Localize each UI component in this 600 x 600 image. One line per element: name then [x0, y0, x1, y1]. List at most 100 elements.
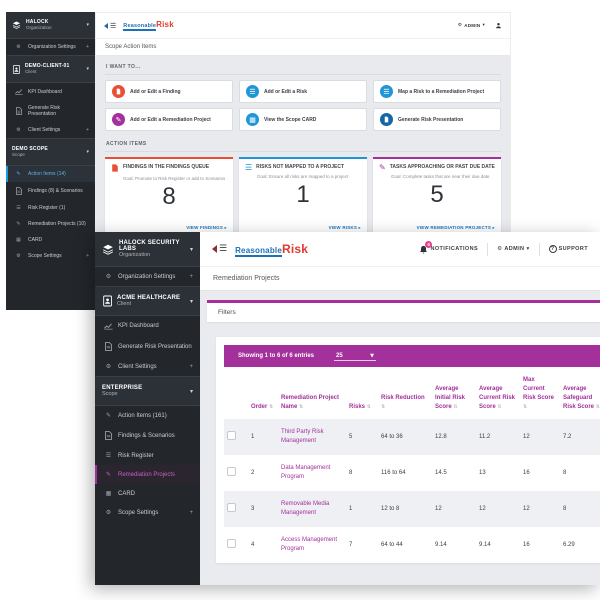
row-checkbox[interactable]	[227, 466, 236, 476]
pencil-square-icon: ✎	[105, 471, 112, 478]
row-checkbox[interactable]	[227, 502, 236, 512]
list-icon: ☰	[16, 205, 21, 211]
sort-icon[interactable]: ⇅	[523, 404, 528, 410]
back-sidebar: HALOCK Organization ▾ ⚙ Organization Sett…	[6, 12, 95, 310]
sidebar-item-action-items[interactable]: ✎ Action Items (14)	[6, 166, 95, 182]
generate-risk-presentation-button[interactable]: Generate Risk Presentation	[373, 108, 501, 131]
sort-icon[interactable]: ⇅	[366, 404, 371, 410]
project-name-link[interactable]: Data Management Program	[281, 465, 331, 480]
row-checkbox[interactable]	[227, 430, 236, 440]
grid-icon: ▦	[16, 237, 21, 243]
view-risks-link[interactable]: VIEW RISKS ▸	[328, 225, 361, 231]
arrow-right-icon: ▸	[224, 226, 227, 231]
org-type: Organization	[26, 25, 52, 30]
sidebar-collapse-button[interactable]: ☰	[104, 22, 116, 30]
sort-icon[interactable]: ⇅	[453, 404, 458, 410]
front-app-header: ☰ Reasonable Risk 6 NOTIFICATIONS	[200, 232, 600, 266]
col-risks[interactable]: Risks ⇅	[349, 404, 371, 410]
filters-panel[interactable]: Filters	[207, 300, 600, 322]
scope-name: ENTERPRISE	[102, 385, 143, 391]
sidebar-item-client-settings[interactable]: ⚙ Client Settings +	[6, 122, 95, 139]
map-risk-button[interactable]: ☰ Map a Risk to a Remediation Project	[373, 80, 501, 103]
add-edit-finding-button[interactable]: Add or Edit a Finding	[105, 80, 233, 103]
scope-name: DEMO SCOPE	[12, 146, 48, 152]
reasonable-risk-logo[interactable]: Reasonable Risk	[235, 241, 309, 257]
admin-menu[interactable]: ⚙ ADMIN ▾	[497, 246, 530, 252]
row-checkbox[interactable]	[227, 538, 236, 548]
col-project-name[interactable]: Remediation Project Name ⇅	[281, 395, 340, 410]
sidebar-item-card[interactable]: ▦ CARD	[105, 490, 136, 497]
sidebar-item-scope-settings[interactable]: ⚙ Scope Settings +	[6, 248, 95, 264]
user-profile-button[interactable]	[495, 22, 502, 29]
sidebar-item-generate-risk-presentation[interactable]: Generate Risk Presentation	[6, 100, 95, 122]
project-name-link[interactable]: Removable Media Management	[278, 491, 346, 527]
expand-plus-icon: +	[189, 509, 193, 516]
view-findings-link[interactable]: VIEW FINDINGS ▸	[186, 225, 227, 231]
pencil-icon: ✎	[112, 113, 125, 126]
sidebar-item-client-settings[interactable]: ⚙ Client Settings +	[95, 357, 200, 377]
grid-icon: ▦	[105, 490, 112, 497]
sidebar-item-organization-settings[interactable]: ⚙ Organization Settings +	[6, 39, 95, 56]
chevron-down-icon: ▼	[370, 352, 375, 359]
org-section[interactable]: HALOCK SECURITY LABS Organization ▾	[95, 232, 200, 267]
expand-plus-icon: +	[86, 127, 89, 133]
sidebar-item-kpi-dashboard[interactable]: KPI Dashboard	[95, 316, 200, 336]
sidebar-item-remediation-projects[interactable]: ✎ Remediation Projects	[95, 465, 200, 484]
sidebar-item-organization-settings[interactable]: ⚙ Organization Settings +	[95, 267, 200, 287]
reasonable-risk-logo[interactable]: Reasonable Risk	[123, 20, 174, 31]
add-edit-risk-button[interactable]: ☰ Add or Edit a Risk	[239, 80, 367, 103]
view-remediation-projects-link[interactable]: VIEW REMEDIATION PROJECTS ▸	[416, 225, 495, 231]
sidebar-item-risk-register[interactable]: ☰ Risk Register (1)	[6, 200, 95, 216]
sort-icon[interactable]: ⇅	[595, 404, 600, 410]
col-avg-safeguard[interactable]: Average Safeguard Risk Score ⇅	[563, 386, 600, 410]
col-avg-current[interactable]: Average Current Risk Score ⇅	[479, 386, 516, 410]
col-avg-initial[interactable]: Average Initial Risk Score ⇅	[435, 386, 466, 410]
list-icon: ☰	[245, 163, 253, 172]
contact-book-icon	[12, 64, 20, 74]
risks-not-mapped-card: ☰ RISKS NOT MAPPED TO A PROJECT Goal: En…	[239, 157, 367, 235]
showing-entries-text: Showing 1 to 6 of 6 entries	[238, 353, 315, 359]
page-title: Remediation Projects	[200, 266, 600, 291]
col-risk-reduction[interactable]: Risk Reduction ⇅	[381, 395, 425, 410]
scope-section[interactable]: DEMO SCOPE Scope ▾	[6, 139, 95, 166]
sort-icon[interactable]: ⇅	[269, 404, 274, 410]
project-name-link[interactable]: Access Management Program	[281, 537, 338, 552]
scope-section[interactable]: ENTERPRISE Scope ▾	[95, 377, 200, 406]
collapse-arrow-icon	[104, 22, 108, 29]
pencil-square-icon: ✎	[105, 412, 112, 419]
add-edit-remediation-project-button[interactable]: ✎ Add or Edit a Remediation Project	[105, 108, 233, 131]
sidebar-item-findings-scenarios[interactable]: Findings (8) & Scenarios	[6, 182, 95, 200]
sidebar-item-risk-register[interactable]: ☰ Risk Register	[105, 452, 154, 459]
page-size-select[interactable]: 25 ▼	[334, 352, 377, 361]
sidebar-item-findings-scenarios[interactable]: Findings & Scenarios	[95, 425, 200, 446]
sidebar-item-card[interactable]: ▦ CARD	[6, 232, 95, 248]
notifications-button[interactable]: 6 NOTIFICATIONS	[419, 240, 478, 254]
grid-icon: ▦	[246, 113, 259, 126]
client-section[interactable]: DEMO-CLIENT-01 Client ▾	[6, 56, 95, 83]
support-button[interactable]: ? SUPPORT	[548, 245, 588, 253]
sidebar-item-scope-settings[interactable]: ⚙ Scope Settings +	[105, 509, 193, 516]
client-type: Client	[117, 301, 132, 307]
chevron-down-icon: ▾	[189, 297, 193, 305]
view-scope-card-button[interactable]: ▦ View the Scope CARD	[239, 108, 367, 131]
admin-menu[interactable]: ⚙ ADMIN ▾	[457, 23, 485, 28]
contact-book-icon	[102, 295, 112, 307]
client-section[interactable]: ACME HEALTHCARE Client ▾	[95, 287, 200, 316]
sort-icon[interactable]: ⇅	[497, 404, 502, 410]
sort-icon[interactable]: ⇅	[299, 404, 304, 410]
sidebar-item-remediation-projects[interactable]: ✎ Remediation Projects (10)	[6, 216, 95, 232]
client-type: Client	[25, 69, 37, 74]
sidebar-item-generate-risk-presentation[interactable]: Generate Risk Presentation	[95, 336, 200, 357]
layers-icon	[102, 244, 114, 255]
org-name: HALOCK SECURITY LABS	[119, 240, 180, 252]
sort-icon[interactable]: ⇅	[381, 404, 386, 410]
org-section[interactable]: HALOCK Organization ▾	[6, 12, 95, 39]
sidebar-item-kpi-dashboard[interactable]: KPI Dashboard	[6, 83, 95, 100]
chart-icon	[104, 322, 113, 330]
sidebar-collapse-button[interactable]: ☰	[212, 244, 227, 254]
col-max-current[interactable]: Max Current Risk Score ⇅	[523, 377, 555, 410]
project-name-link[interactable]: Third Party Risk Management	[278, 419, 346, 455]
back-app-header: ☰ Reasonable Risk ⚙ ADMIN ▾	[96, 13, 510, 39]
sidebar-item-action-items[interactable]: ✎ Action Items (161)	[105, 412, 167, 419]
col-order[interactable]: Order ⇅	[251, 404, 274, 410]
